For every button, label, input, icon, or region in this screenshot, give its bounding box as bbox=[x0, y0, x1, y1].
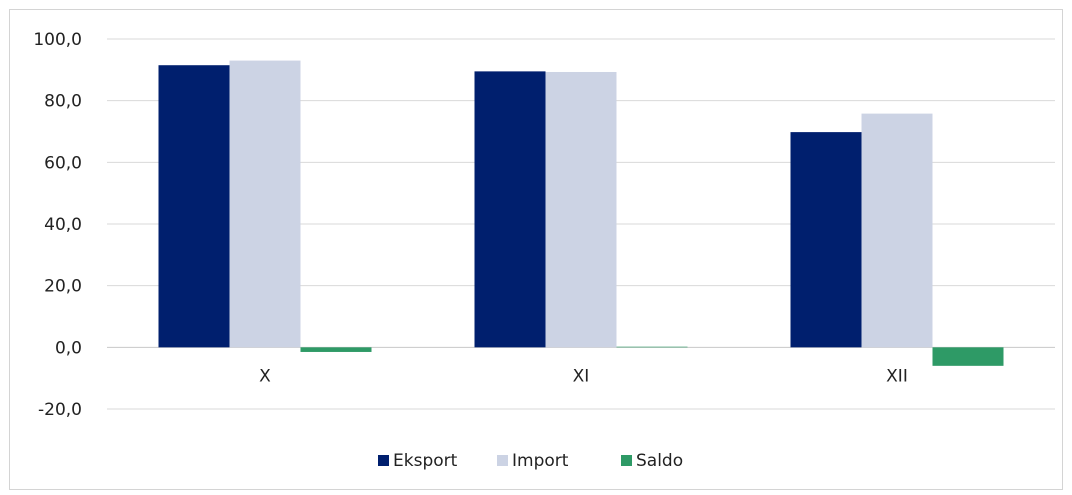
bar-eksport-xi bbox=[475, 71, 546, 347]
legend-swatch-eksport bbox=[378, 455, 389, 466]
bar-eksport-x bbox=[159, 65, 230, 347]
bar-saldo-xi bbox=[617, 347, 688, 348]
y-tick-label: 60,0 bbox=[44, 153, 82, 173]
x-tick-label: XII bbox=[886, 366, 908, 386]
legend-label-saldo: Saldo bbox=[636, 451, 683, 471]
bar-saldo-xii bbox=[933, 347, 1004, 366]
x-tick-label: X bbox=[259, 366, 271, 386]
bar-import-xii bbox=[862, 114, 933, 348]
bars bbox=[159, 61, 1004, 366]
legend: Eksport Import Saldo bbox=[378, 451, 683, 471]
legend-swatch-import bbox=[497, 455, 508, 466]
y-tick-label: 80,0 bbox=[44, 92, 82, 112]
bar-saldo-x bbox=[301, 347, 372, 352]
y-tick-label: 0,0 bbox=[55, 338, 82, 358]
y-tick-label: 100,0 bbox=[33, 30, 82, 50]
legend-swatch-saldo bbox=[621, 455, 632, 466]
bar-import-x bbox=[230, 61, 301, 348]
y-axis-ticks: 100,0 80,0 60,0 40,0 20,0 0,0 -20,0 bbox=[33, 30, 82, 420]
bar-import-xi bbox=[546, 72, 617, 347]
legend-label-eksport: Eksport bbox=[393, 451, 458, 471]
x-tick-label: XI bbox=[573, 366, 590, 386]
bar-eksport-xii bbox=[791, 132, 862, 347]
y-tick-label: -20,0 bbox=[38, 400, 82, 420]
legend-label-import: Import bbox=[512, 451, 569, 471]
x-axis-ticks: X XI XII bbox=[259, 366, 908, 386]
y-tick-label: 20,0 bbox=[44, 277, 82, 297]
y-tick-label: 40,0 bbox=[44, 215, 82, 235]
